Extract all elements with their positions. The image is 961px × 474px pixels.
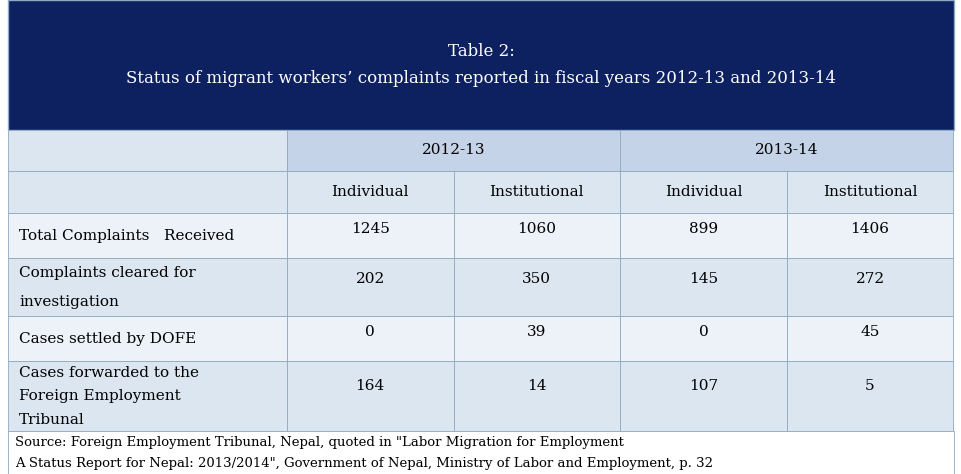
Bar xyxy=(786,213,952,258)
Text: 1060: 1060 xyxy=(517,222,555,236)
Bar xyxy=(286,258,453,316)
Text: Individual: Individual xyxy=(664,185,742,199)
Text: Table 2:: Table 2: xyxy=(447,44,514,60)
Text: 5: 5 xyxy=(864,379,874,393)
Bar xyxy=(620,213,786,258)
Text: Source: Foreign Employment Tribunal, Nepal, quoted in "Labor Migration for Emplo: Source: Foreign Employment Tribunal, Nep… xyxy=(15,436,624,448)
Text: 45: 45 xyxy=(859,325,878,339)
Text: Individual: Individual xyxy=(332,185,408,199)
Bar xyxy=(8,316,286,361)
Text: 164: 164 xyxy=(356,379,384,393)
Bar xyxy=(453,316,620,361)
Text: Foreign Employment: Foreign Employment xyxy=(19,389,181,403)
Bar xyxy=(286,171,453,213)
Bar xyxy=(286,130,620,171)
Text: 2013-14: 2013-14 xyxy=(754,144,818,157)
Bar xyxy=(8,0,953,130)
Bar xyxy=(8,361,286,431)
Text: Tribunal: Tribunal xyxy=(19,413,85,427)
Bar xyxy=(620,316,786,361)
Text: 1406: 1406 xyxy=(850,222,889,236)
Text: A Status Report for Nepal: 2013/2014", Government of Nepal, Ministry of Labor an: A Status Report for Nepal: 2013/2014", G… xyxy=(15,457,713,470)
Text: 107: 107 xyxy=(688,379,717,393)
Bar xyxy=(620,130,952,171)
Text: Status of migrant workers’ complaints reported in fiscal years 2012-13 and 2013-: Status of migrant workers’ complaints re… xyxy=(126,70,835,87)
Text: 202: 202 xyxy=(356,272,384,285)
Bar xyxy=(786,258,952,316)
Text: 899: 899 xyxy=(688,222,717,236)
Bar xyxy=(286,213,453,258)
Text: Cases forwarded to the: Cases forwarded to the xyxy=(19,366,199,380)
Text: 272: 272 xyxy=(854,272,884,285)
Text: 2012-13: 2012-13 xyxy=(421,144,484,157)
Text: Cases settled by DOFE: Cases settled by DOFE xyxy=(19,332,196,346)
Bar xyxy=(620,361,786,431)
Text: 145: 145 xyxy=(688,272,717,285)
Bar xyxy=(453,213,620,258)
Bar xyxy=(786,171,952,213)
Bar xyxy=(8,171,286,213)
Text: Total Complaints   Received: Total Complaints Received xyxy=(19,229,234,243)
Text: 39: 39 xyxy=(527,325,546,339)
Text: Institutional: Institutional xyxy=(489,185,583,199)
Bar xyxy=(8,431,953,474)
Bar xyxy=(620,171,786,213)
Bar xyxy=(286,316,453,361)
Bar xyxy=(786,316,952,361)
Text: Institutional: Institutional xyxy=(822,185,917,199)
Bar xyxy=(620,258,786,316)
Bar xyxy=(8,258,286,316)
Bar xyxy=(8,130,286,171)
Bar xyxy=(453,361,620,431)
Text: 14: 14 xyxy=(527,379,546,393)
Text: 0: 0 xyxy=(698,325,707,339)
Text: 1245: 1245 xyxy=(351,222,389,236)
Bar xyxy=(453,171,620,213)
Bar xyxy=(286,361,453,431)
Text: 350: 350 xyxy=(522,272,551,285)
Bar xyxy=(453,258,620,316)
Bar xyxy=(786,361,952,431)
Bar xyxy=(8,213,286,258)
Text: Complaints cleared for: Complaints cleared for xyxy=(19,266,196,280)
Text: investigation: investigation xyxy=(19,294,119,309)
Text: 0: 0 xyxy=(365,325,375,339)
